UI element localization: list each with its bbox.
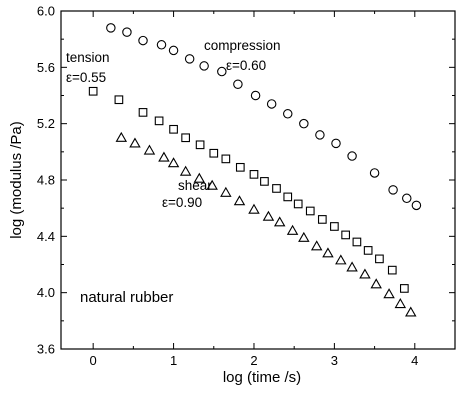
tension-point [399,284,409,293]
compression-point [283,109,293,119]
tension-point [260,177,269,186]
shear-point [310,240,323,251]
compression-point [266,99,277,109]
y-tick-label: 5.2 [37,116,55,131]
shear-point [248,203,260,214]
y-tick-label: 4.0 [37,285,55,300]
tension-point [138,108,148,117]
compression-point [369,168,380,178]
compression-point [138,35,148,46]
shear-point [273,216,286,227]
x-tick-label: 0 [90,353,97,368]
compression-label: compression [204,38,281,53]
compression-point [402,193,412,204]
axis-ticks: 0 1 2 3 4 3.6 4.0 4.4 4.8 5.2 5.6 6.0 [37,4,456,368]
shear-strain-label: ε=0.90 [162,195,202,210]
compression-point [299,118,309,129]
compression-point [315,130,325,140]
shear-point [394,298,407,309]
tension-point [330,222,339,231]
compression-point [168,45,179,56]
tension-point [169,124,178,134]
tension-point [272,184,281,193]
tension-label: tension [66,50,110,65]
shear-point [193,172,206,183]
compression-point [233,79,243,89]
shear-point [179,165,192,176]
x-tick-label: 2 [250,353,257,368]
compression-point [388,185,398,195]
tension-point [181,133,190,143]
tension-point [317,215,327,224]
tension-point [249,170,259,179]
y-axis-label: log (modulus /Pa) [8,121,25,239]
tension-point [235,162,245,172]
data-points [88,23,422,317]
tension-point [341,230,350,240]
shear-point [322,247,334,258]
shear-point [262,210,275,221]
tension-point [375,254,384,264]
shear-point [233,195,246,206]
tension-point [387,265,397,275]
compression-point [411,200,422,211]
y-tick-label: 5.6 [37,60,55,75]
compression-point [106,23,116,33]
x-tick-label: 4 [411,353,418,368]
tension-strain-label: ε=0.55 [66,70,106,85]
compression-point [122,27,132,37]
shear-point [370,278,382,289]
tension-point [114,95,124,105]
shear-point [220,186,232,197]
shear-point [158,151,170,162]
material-label: natural rubber [80,289,173,306]
compression-point [331,138,341,149]
tension-point [195,140,205,150]
tension-point [293,199,303,209]
y-tick-label: 4.8 [37,173,55,188]
shear-label: shear [178,178,212,193]
x-tick-label: 1 [170,353,177,368]
tension-point [154,116,164,126]
x-tick-label: 3 [331,353,338,368]
shear-point [298,231,310,242]
tension-point [305,206,315,216]
shear-point [286,224,299,235]
shear-point [346,261,358,272]
shear-point [405,306,417,317]
compression-point [250,90,261,101]
y-tick-label: 4.4 [37,229,55,244]
shear-point [335,254,347,265]
compression-point [199,61,209,71]
y-tick-label: 3.6 [37,342,55,357]
compression-point [217,66,227,77]
shear-point [383,288,395,299]
compression-point [184,54,195,64]
x-axis-label: log (time /s) [223,369,301,386]
tension-point [283,192,293,202]
tension-point [88,86,98,96]
compression-point [156,40,167,50]
tension-point [209,148,219,158]
shear-point [115,131,128,142]
shear-point [129,137,141,148]
shear-point [206,179,218,190]
tension-point [363,246,373,255]
shear-point [359,268,371,279]
y-tick-label: 6.0 [37,4,55,19]
compression-point [347,151,357,161]
tension-point [352,237,362,247]
tension-point [221,154,231,164]
compression-strain-label: ε=0.60 [226,58,266,73]
shear-point [143,144,156,155]
shear-point [167,157,180,168]
